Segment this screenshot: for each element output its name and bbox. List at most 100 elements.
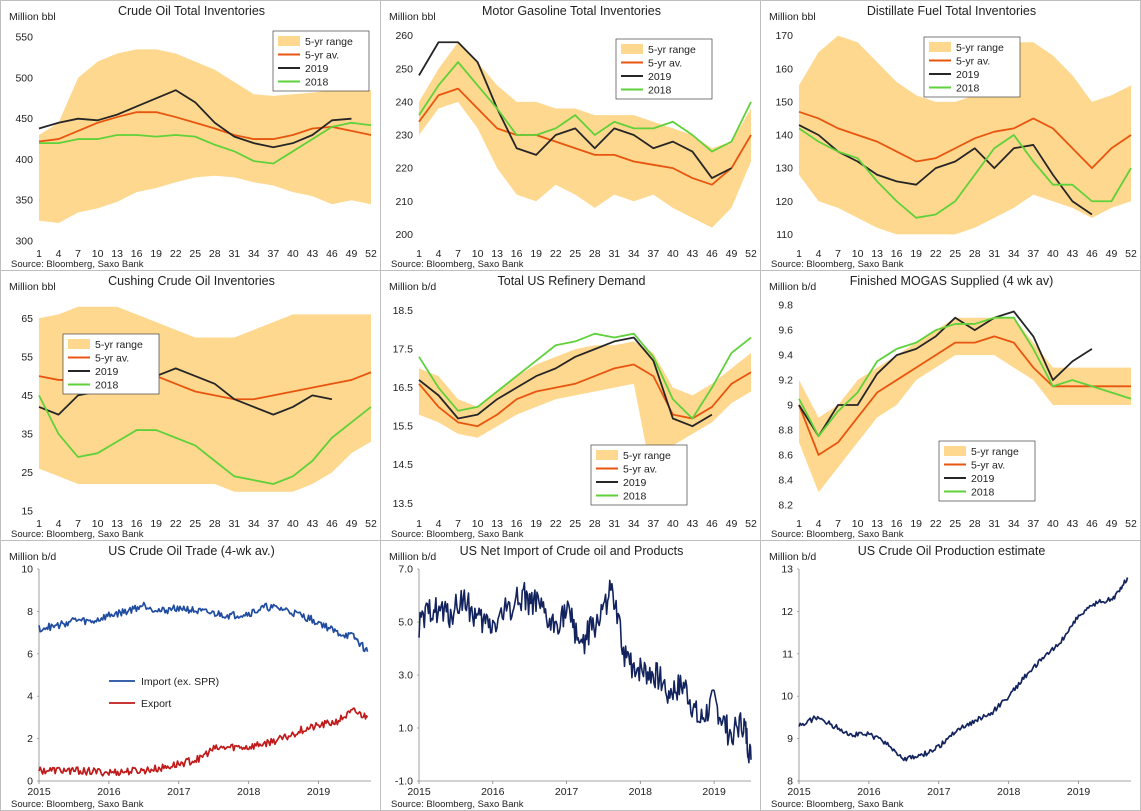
y-tick-label: 260 xyxy=(395,30,413,42)
x-tick-label: 34 xyxy=(248,518,260,530)
panel-gasoline-inventories: Motor Gasoline Total Inventories Million … xyxy=(380,0,761,271)
series-5yr-avg-line xyxy=(798,335,1131,456)
x-tick-label: 10 xyxy=(852,248,864,260)
x-tick-label: 2017 xyxy=(555,786,579,798)
chart-title: US Crude Oil Production estimate xyxy=(858,544,1046,558)
x-tick-label: 37 xyxy=(268,248,280,260)
y-unit-label: Million b/d xyxy=(389,551,436,563)
x-tick-label: 4 xyxy=(436,248,442,260)
x-tick-label: 2019 xyxy=(1067,786,1091,798)
x-tick-label: 1 xyxy=(36,518,42,530)
legend-import: Import (ex. SPR) xyxy=(141,676,219,688)
legend-2019: 2019 xyxy=(956,69,980,81)
x-tick-label: 22 xyxy=(170,248,182,260)
legend-2019: 2019 xyxy=(971,473,995,485)
y-tick-label: 12 xyxy=(781,606,793,618)
y-tick-label: 2 xyxy=(27,733,33,745)
legend-swatch xyxy=(596,450,618,460)
panel-refinery-demand: Total US Refinery Demand Million b/d Sourc… xyxy=(380,270,761,541)
y-tick-label: 240 xyxy=(395,96,413,108)
chart-svg: US Crude Oil Production estimate Million … xyxy=(769,544,1131,810)
x-tick-label: 7 xyxy=(835,518,841,530)
legend-5yr-range: 5-yr range xyxy=(95,339,143,351)
y-tick-label: 7.0 xyxy=(398,564,413,576)
legend-5yr-avg: 5-yr av. xyxy=(971,460,1005,472)
x-tick-label: 46 xyxy=(706,248,718,260)
chart-svg: Finished MOGAS Supplied (4 wk av) Million… xyxy=(769,274,1137,540)
legend-5yr-avg: 5-yr av. xyxy=(956,56,990,68)
x-tick-label: 37 xyxy=(268,518,280,530)
y-unit-label: Million bbl xyxy=(769,11,816,23)
y-tick-label: 150 xyxy=(775,96,793,108)
y-tick-label: 4 xyxy=(27,691,33,703)
x-tick-label: 19 xyxy=(150,248,162,260)
chart-title: Finished MOGAS Supplied (4 wk av) xyxy=(850,274,1054,288)
source-note: Source: Bloomberg, Saxo Bank xyxy=(391,529,524,540)
series-line xyxy=(798,577,1129,762)
x-tick-label: 40 xyxy=(1047,248,1059,260)
x-tick-label: 16 xyxy=(131,248,143,260)
x-tick-label: 34 xyxy=(628,248,640,260)
x-tick-label: 46 xyxy=(326,518,338,530)
y-tick-label: 400 xyxy=(15,154,33,166)
x-tick-label: 28 xyxy=(209,518,221,530)
legend: Import (ex. SPR) Export xyxy=(109,676,219,710)
x-tick-label: 4 xyxy=(816,248,822,260)
legend-2018: 2018 xyxy=(971,487,995,499)
y-tick-label: 160 xyxy=(775,63,793,75)
source-note: Source: Bloomberg, Saxo Bank xyxy=(391,799,524,810)
series-5yr-avg-line xyxy=(38,111,372,143)
y-unit-label: Million bbl xyxy=(9,281,56,293)
x-tick-label: 7 xyxy=(75,248,81,260)
legend-2018: 2018 xyxy=(95,380,119,392)
x-tick-label: 13 xyxy=(111,518,123,530)
x-tick-label: 4 xyxy=(436,518,442,530)
x-tick-label: 52 xyxy=(745,248,757,260)
x-tick-label: 16 xyxy=(891,248,903,260)
panel-crude-trade: US Crude Oil Trade (4-wk av.) Million b/d… xyxy=(0,540,381,811)
x-tick-label: 7 xyxy=(835,248,841,260)
y-tick-label: 130 xyxy=(775,163,793,175)
x-tick-label: 52 xyxy=(1125,518,1137,530)
x-tick-label: 28 xyxy=(589,248,601,260)
legend: 5-yr range 5-yr av.2019 2018 xyxy=(272,30,370,92)
y-tick-label: 13.5 xyxy=(393,498,414,510)
source-note: Source: Bloomberg, Saxo Bank xyxy=(771,259,904,270)
x-tick-label: 19 xyxy=(530,248,542,260)
y-tick-label: 8.4 xyxy=(778,474,793,486)
x-tick-label: 2018 xyxy=(997,786,1021,798)
y-tick-label: 6 xyxy=(27,648,33,660)
series-2019-line xyxy=(38,89,352,149)
legend-5yr-avg: 5-yr av. xyxy=(95,353,129,365)
y-tick-label: 9.4 xyxy=(778,350,793,362)
y-tick-label: 450 xyxy=(15,113,33,125)
x-tick-label: 13 xyxy=(871,518,883,530)
x-tick-label: 1 xyxy=(796,518,802,530)
x-tick-label: 46 xyxy=(326,248,338,260)
x-tick-label: 2015 xyxy=(407,786,431,798)
y-tick-label: 9 xyxy=(787,400,793,412)
x-tick-label: 43 xyxy=(687,248,699,260)
y-tick-label: 15 xyxy=(21,506,33,518)
x-tick-label: 40 xyxy=(667,518,679,530)
x-tick-label: 25 xyxy=(189,518,201,530)
x-tick-label: 25 xyxy=(949,518,961,530)
legend-swatch xyxy=(68,339,90,349)
x-tick-label: 43 xyxy=(1067,248,1079,260)
x-tick-label: 19 xyxy=(530,518,542,530)
legend: 5-yr range 5-yr av.2019 2018 xyxy=(62,333,160,395)
y-tick-label: 16.5 xyxy=(393,382,414,394)
legend-2019: 2019 xyxy=(95,366,119,378)
series-5yr-avg-line xyxy=(798,110,1132,170)
chart-title: Crude Oil Total Inventories xyxy=(118,4,265,18)
x-tick-label: 25 xyxy=(949,248,961,260)
x-tick-label: 1 xyxy=(416,248,422,260)
x-tick-label: 7 xyxy=(455,518,461,530)
y-tick-label: -1.0 xyxy=(395,776,413,788)
x-tick-label: 22 xyxy=(550,248,562,260)
y-tick-label: 250 xyxy=(395,63,413,75)
panel-crude-inventories: Crude Oil Total Inventories Million bbl So… xyxy=(0,0,381,271)
series-2018-line xyxy=(418,61,752,153)
x-tick-label: 2018 xyxy=(237,786,261,798)
x-tick-label: 2017 xyxy=(167,786,191,798)
